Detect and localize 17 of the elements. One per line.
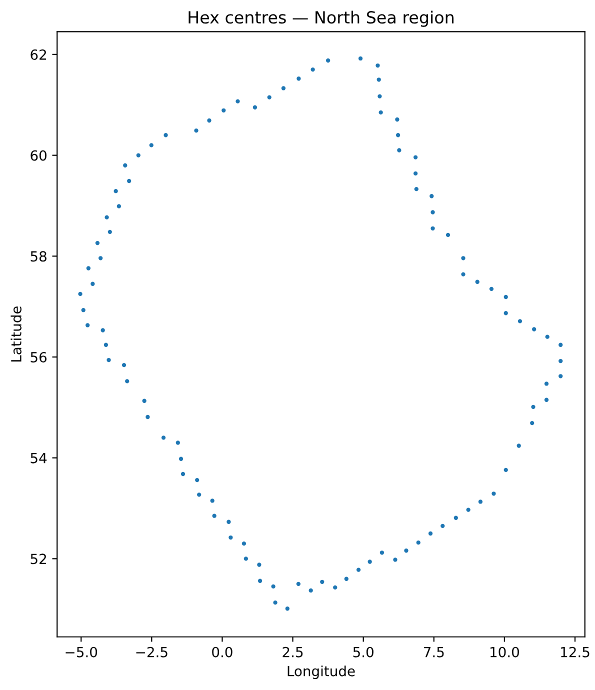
chart-title: Hex centres — North Sea region [188,10,454,27]
x-tick-label: 7.5 [424,647,444,658]
y-tick-label: 58 [30,251,46,262]
x-tick-label: 12.5 [561,646,590,658]
y-tick-label: 60 [30,150,46,161]
x-tick-label: 5.0 [353,646,374,658]
y-tick-label: 62 [30,49,46,60]
y-tick-label: 52 [30,554,46,564]
x-tick-label: −2.5 [136,646,168,658]
y-tick-label: 54 [30,453,47,464]
x-tick-label: 2.5 [282,646,303,658]
y-tick-label: 56 [30,352,47,362]
x-axis-title: Longitude [288,666,355,680]
y-axis-title: Latitude [10,306,22,362]
x-tick-label: −5.0 [66,646,98,658]
x-tick-label: 0.0 [212,646,232,658]
x-tick-label: 10.0 [490,646,519,658]
